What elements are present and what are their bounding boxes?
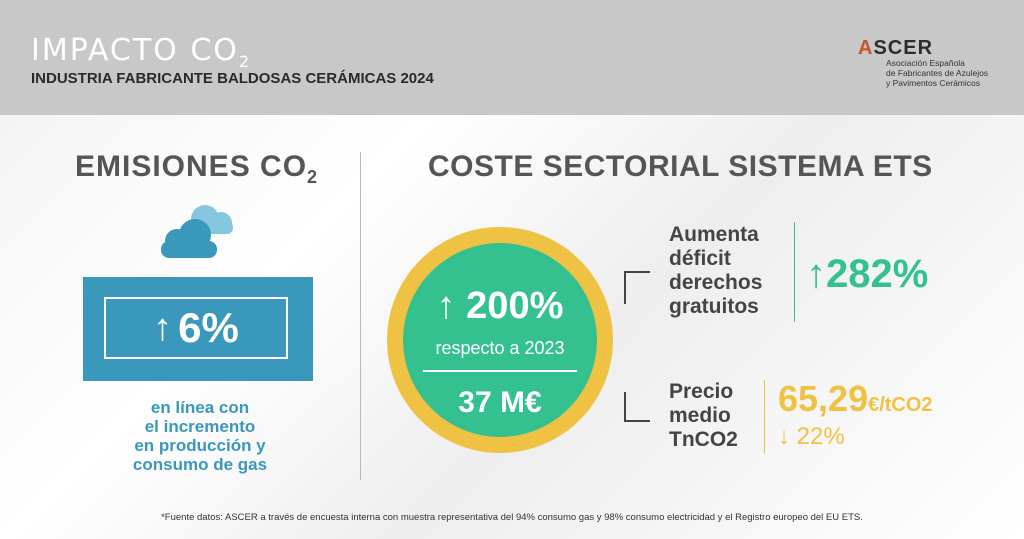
source-footnote: *Fuente datos: ASCER a través de encuest… (161, 512, 863, 523)
circle-divider (423, 370, 577, 372)
cost-circle: ↑ 200% respecto a 2023 37 M€ (387, 227, 613, 453)
price-label: Precio medio TnCO2 (669, 380, 738, 451)
ascer-logo: ASCER Asociación Española de Fabricantes… (858, 37, 989, 88)
ets-cost-heading: COSTE SECTORIAL SISTEMA ETS (428, 150, 933, 183)
deficit-separator (794, 222, 795, 322)
arrow-up-icon: ↑ (436, 285, 456, 327)
connector-line-top (624, 271, 650, 304)
cost-total-value: 37 M€ (458, 386, 542, 419)
price-value: 65,29€/tCO2 (778, 378, 933, 419)
emissions-increase-value: 6% (178, 304, 239, 351)
header-banner: IMPACTO CO2 INDUSTRIA FABRICANTE BALDOSA… (0, 0, 1024, 115)
cost-comparison-label: respecto a 2023 (435, 338, 565, 358)
cost-circle-inner: ↑ 200% respecto a 2023 37 M€ (403, 243, 597, 437)
page-title: IMPACTO CO2 (31, 33, 252, 71)
deficit-value: ↑282% (806, 252, 929, 296)
emissions-box: ↑ 6% (83, 277, 313, 381)
cloud-icon (161, 205, 233, 258)
emissions-heading: EMISIONES CO2 (75, 150, 319, 187)
deficit-label: Aumenta déficit derechos gratuitos (669, 223, 763, 318)
arrow-down-icon: ↓ (778, 423, 790, 450)
emissions-value-frame: ↑ 6% (104, 297, 288, 359)
price-separator (764, 380, 765, 454)
price-change: ↓ 22% (778, 423, 845, 450)
section-divider (360, 152, 361, 480)
emissions-description: en línea con el incremento en producción… (132, 398, 268, 474)
page-subtitle: INDUSTRIA FABRICANTE BALDOSAS CERÁMICAS … (31, 70, 434, 87)
arrow-up-icon: ↑ (806, 252, 826, 296)
arrow-up-icon: ↑ (153, 306, 173, 349)
cost-increase: ↑ 200% (436, 285, 564, 327)
connector-line-bottom (624, 392, 650, 422)
